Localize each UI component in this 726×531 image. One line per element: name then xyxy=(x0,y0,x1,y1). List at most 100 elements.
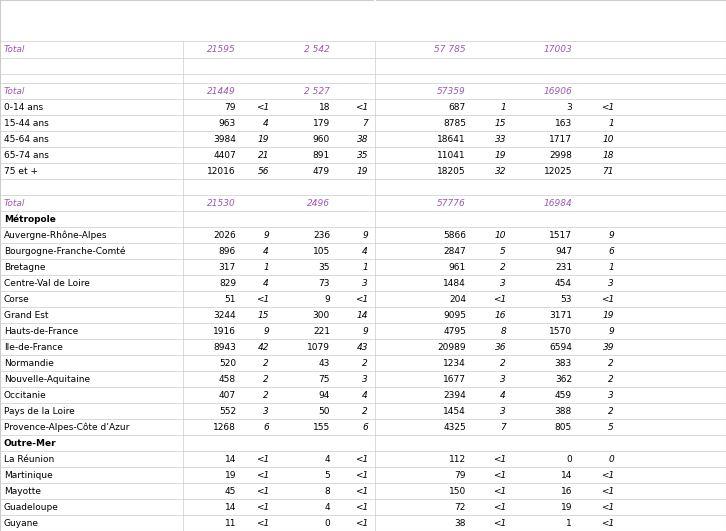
Text: 19: 19 xyxy=(494,151,506,160)
Text: 57 785: 57 785 xyxy=(434,45,466,54)
Text: 3: 3 xyxy=(264,407,269,416)
Text: 9: 9 xyxy=(362,327,368,336)
Text: 16906: 16906 xyxy=(543,87,572,96)
Text: 51: 51 xyxy=(224,295,236,304)
Text: 38: 38 xyxy=(454,518,466,527)
Text: Hospitalisations: Hospitalisations xyxy=(195,18,267,27)
Bar xyxy=(0,163,726,179)
Text: 947: 947 xyxy=(555,247,572,255)
Text: 79: 79 xyxy=(454,470,466,479)
Text: 21595: 21595 xyxy=(207,45,236,54)
Text: Martinique: Martinique xyxy=(4,470,53,479)
Text: 11041: 11041 xyxy=(437,151,466,160)
Text: 19: 19 xyxy=(224,470,236,479)
Text: <1: <1 xyxy=(493,502,506,511)
Text: 2: 2 xyxy=(264,391,269,400)
Text: 231: 231 xyxy=(555,263,572,272)
Text: 16: 16 xyxy=(560,486,572,495)
Text: Bretagne: Bretagne xyxy=(4,263,46,272)
Text: Retours à domicile: Retours à domicile xyxy=(420,18,505,27)
Text: <1: <1 xyxy=(256,486,269,495)
Text: Grand Est: Grand Est xyxy=(4,311,49,320)
Text: <1: <1 xyxy=(355,486,368,495)
Text: 362: 362 xyxy=(555,374,572,383)
Text: <1: <1 xyxy=(355,470,368,479)
Text: 1: 1 xyxy=(608,263,614,272)
Text: 4795: 4795 xyxy=(443,327,466,336)
Text: 16984: 16984 xyxy=(543,199,572,208)
Text: Hauts-de-France: Hauts-de-France xyxy=(4,327,78,336)
Text: 9: 9 xyxy=(608,327,614,336)
Text: 39: 39 xyxy=(603,342,614,352)
Text: 4: 4 xyxy=(264,247,269,255)
Text: 1: 1 xyxy=(362,263,368,272)
Bar xyxy=(0,16,726,29)
Text: 53: 53 xyxy=(560,295,572,304)
Text: 458: 458 xyxy=(219,374,236,383)
Text: 20989: 20989 xyxy=(437,342,466,352)
Text: <1: <1 xyxy=(493,518,506,527)
Text: 5: 5 xyxy=(500,247,506,255)
Bar xyxy=(0,451,726,467)
Text: 150: 150 xyxy=(449,486,466,495)
Text: 2847: 2847 xyxy=(444,247,466,255)
Text: 1454: 1454 xyxy=(444,407,466,416)
Text: 6: 6 xyxy=(608,247,614,255)
Text: 6: 6 xyxy=(362,423,368,432)
Text: 3: 3 xyxy=(608,391,614,400)
Text: <1: <1 xyxy=(355,502,368,511)
Text: <1: <1 xyxy=(256,502,269,511)
Bar xyxy=(0,275,726,291)
Text: 75: 75 xyxy=(319,374,330,383)
Text: Guyane: Guyane xyxy=(4,518,39,527)
Text: <1: <1 xyxy=(256,455,269,464)
Bar xyxy=(0,339,726,355)
Bar xyxy=(0,211,726,227)
Text: <1: <1 xyxy=(493,470,506,479)
Text: 5: 5 xyxy=(608,423,614,432)
Text: N: N xyxy=(555,30,561,39)
Text: 65-74 ans: 65-74 ans xyxy=(4,151,49,160)
Text: <1: <1 xyxy=(600,470,614,479)
Bar xyxy=(0,435,726,451)
Text: 3984: 3984 xyxy=(213,135,236,144)
Text: 459: 459 xyxy=(555,391,572,400)
Text: Décès: Décès xyxy=(624,18,652,27)
Text: 2: 2 xyxy=(608,407,614,416)
Text: 19: 19 xyxy=(258,135,269,144)
Text: 15: 15 xyxy=(494,119,506,128)
Text: 71: 71 xyxy=(603,167,614,176)
Text: 3: 3 xyxy=(608,279,614,288)
Text: 10: 10 xyxy=(603,135,614,144)
Text: <1: <1 xyxy=(256,295,269,304)
Bar xyxy=(0,29,726,41)
Text: Total: Total xyxy=(4,45,25,54)
Text: 2 527: 2 527 xyxy=(304,87,330,96)
Text: 9095: 9095 xyxy=(443,311,466,320)
Text: 388: 388 xyxy=(555,407,572,416)
Text: %: % xyxy=(602,30,611,39)
Text: 33: 33 xyxy=(494,135,506,144)
Text: <1: <1 xyxy=(493,455,506,464)
Text: 8943: 8943 xyxy=(213,342,236,352)
Text: 3171: 3171 xyxy=(549,311,572,320)
Text: 43: 43 xyxy=(356,342,368,352)
Text: 179: 179 xyxy=(313,119,330,128)
Text: Outre-Mer: Outre-Mer xyxy=(4,439,57,448)
Text: 687: 687 xyxy=(449,102,466,112)
Text: 2: 2 xyxy=(500,358,506,367)
Text: 2026: 2026 xyxy=(213,230,236,239)
Text: 1: 1 xyxy=(500,102,506,112)
Text: 0: 0 xyxy=(566,455,572,464)
Bar xyxy=(0,195,726,211)
Text: 11: 11 xyxy=(224,518,236,527)
Text: 18641: 18641 xyxy=(437,135,466,144)
Text: 2 542: 2 542 xyxy=(304,45,330,54)
Text: 9: 9 xyxy=(608,230,614,239)
Text: <1: <1 xyxy=(355,102,368,112)
Text: 0: 0 xyxy=(608,455,614,464)
Text: 2: 2 xyxy=(500,263,506,272)
Text: Guadeloupe: Guadeloupe xyxy=(4,502,59,511)
Text: 21449: 21449 xyxy=(207,87,236,96)
Bar xyxy=(0,467,726,483)
